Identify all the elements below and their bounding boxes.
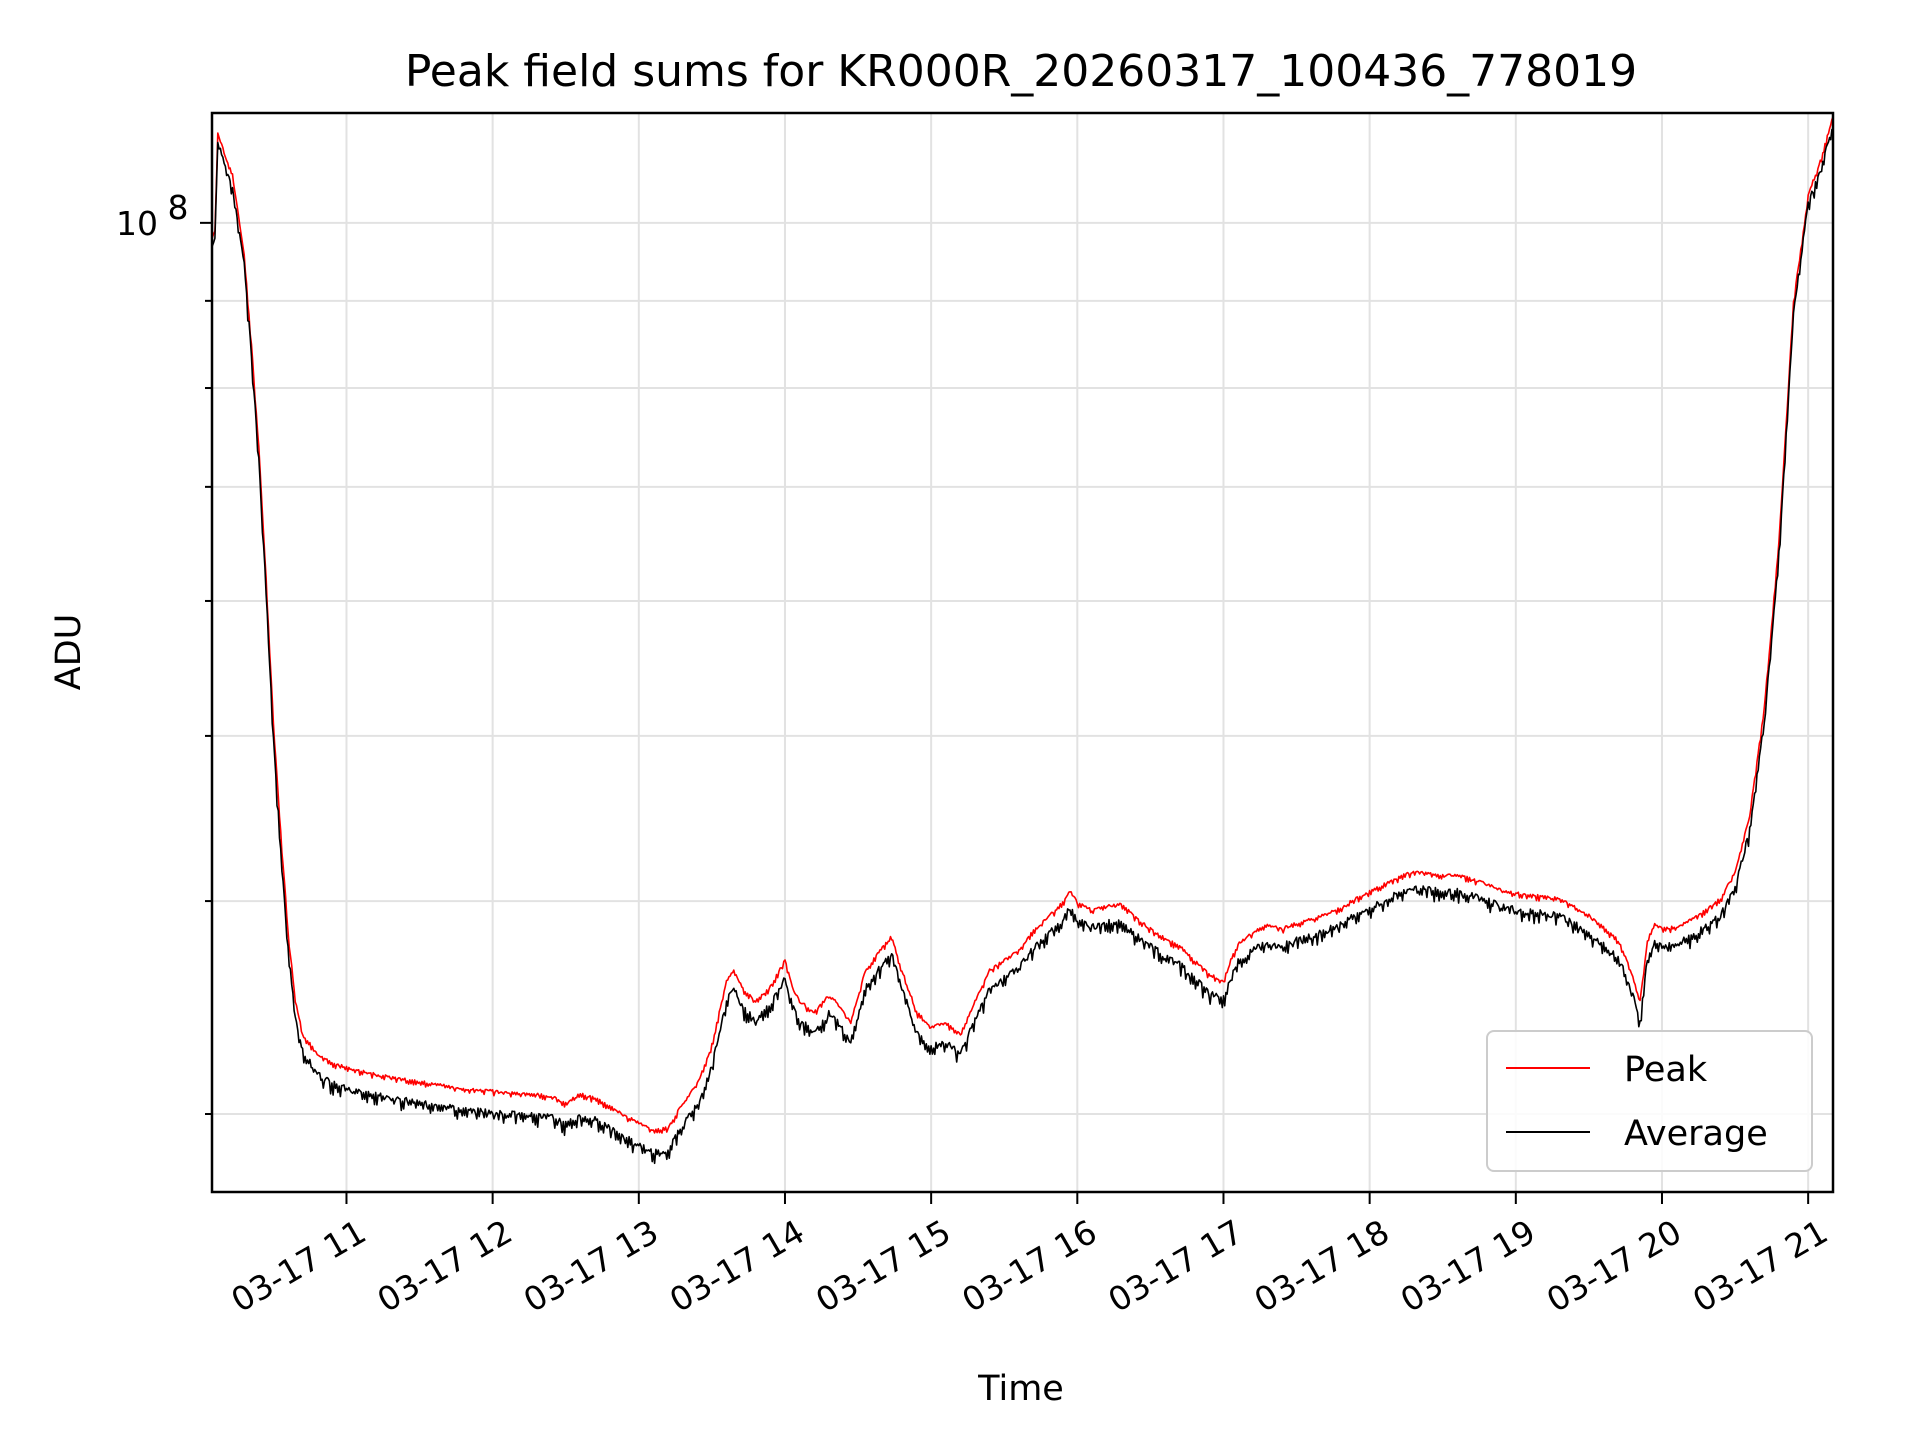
y-axis: 10 8: [116, 188, 212, 1116]
legend: Peak Average: [1486, 1030, 1813, 1172]
y-tick-label: 10: [116, 204, 158, 243]
series-line-average: [211, 128, 1834, 1165]
series-line-peak: [211, 116, 1834, 1134]
legend-box: [1486, 1030, 1813, 1172]
series-group: [211, 116, 1834, 1165]
chart-title: Peak field sums for KR000R_20260317_1004…: [405, 46, 1637, 97]
plot-area: [210, 111, 1835, 1194]
x-axis-label: Time: [977, 1369, 1064, 1409]
y-tick-label-exponent: 8: [168, 188, 189, 227]
legend-label-average: Average: [1624, 1114, 1768, 1154]
legend-label-peak: Peak: [1624, 1050, 1708, 1090]
y-axis-label: ADU: [49, 614, 89, 691]
